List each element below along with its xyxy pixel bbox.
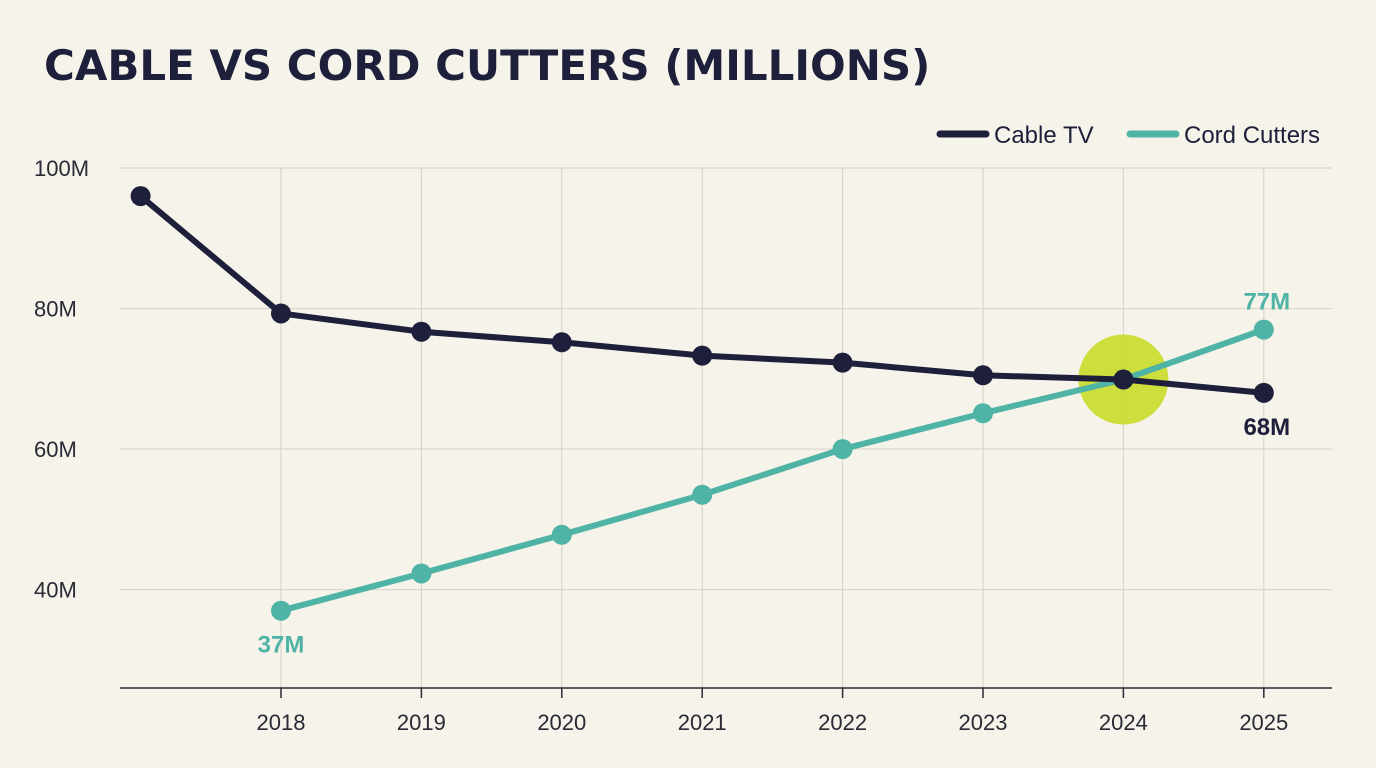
axes: 100M 80M 60M 40M 2018 2019 2020 2021 2022 2023 202…: [34, 156, 1332, 735]
data-point: [271, 303, 291, 324]
x-tick-label: 2025: [1239, 710, 1288, 735]
series-layer: [130, 186, 1274, 621]
data-point: [832, 439, 853, 460]
data-labels: 37M 77M 68M: [258, 289, 1290, 659]
y-tick-label: 40M: [34, 578, 77, 603]
data-point: [1113, 369, 1134, 390]
series-line: [278, 326, 1267, 614]
x-tick-label: 2020: [537, 710, 586, 735]
x-tick-label: 2018: [257, 710, 306, 735]
data-point: [551, 332, 572, 353]
data-point: [1253, 382, 1274, 403]
legend-item: Cable TV: [936, 122, 1094, 149]
data-point: [411, 321, 432, 342]
data-point: [551, 524, 572, 545]
data-point: [832, 352, 853, 373]
data-point: [973, 403, 993, 424]
data-label: 37M: [258, 632, 305, 659]
legend-label: Cord Cutters: [1184, 122, 1320, 149]
series-cord-cutters: [271, 319, 1274, 621]
data-point: [271, 600, 291, 621]
legend-label: Cable TV: [994, 122, 1094, 149]
y-tick-label: 100M: [34, 156, 89, 181]
x-tick-label: 2023: [959, 710, 1008, 735]
chart-title: CABLE VS CORD CUTTERS (MILLIONS): [44, 41, 930, 90]
x-tick-label: 2024: [1099, 710, 1148, 735]
data-point: [973, 365, 993, 386]
data-point: [692, 484, 713, 505]
data-point: [1253, 319, 1274, 340]
data-label: 77M: [1243, 289, 1290, 316]
x-tick-label: 2019: [397, 710, 446, 735]
y-tick-label: 60M: [34, 437, 77, 462]
data-point: [130, 186, 151, 207]
y-tick-label: 80M: [34, 297, 77, 322]
data-point: [692, 345, 713, 366]
series-cable-tv: [130, 186, 1274, 403]
grid: [120, 167, 1332, 688]
x-tick-label: 2021: [678, 710, 727, 735]
x-tick-label: 2022: [818, 710, 867, 735]
legend-item: Cord Cutters: [1126, 122, 1320, 149]
data-point: [411, 563, 432, 584]
data-label: 68M: [1243, 414, 1290, 441]
legend: Cable TV Cord Cutters: [936, 122, 1320, 149]
